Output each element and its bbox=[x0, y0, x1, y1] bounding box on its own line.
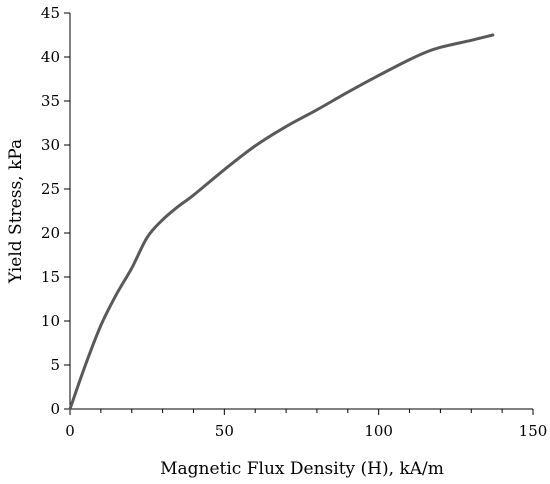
y-tick-label: 20 bbox=[41, 224, 60, 242]
y-tick-label: 35 bbox=[41, 92, 60, 110]
y-tick-label: 5 bbox=[50, 356, 60, 374]
axes bbox=[69, 13, 533, 410]
x-tick-label: 0 bbox=[65, 422, 75, 440]
y-tick-label: 10 bbox=[41, 312, 60, 330]
x-tick-label: 150 bbox=[519, 422, 548, 440]
x-ticks: 0 50 100 150 bbox=[65, 409, 547, 440]
y-tick-label: 0 bbox=[50, 400, 60, 418]
y-axis-title: Yield Stress, kPa bbox=[6, 139, 26, 284]
y-tick-label: 40 bbox=[41, 48, 60, 66]
x-axis-title: Magnetic Flux Density (H), kA/m bbox=[160, 459, 444, 479]
x-tick-label: 100 bbox=[364, 422, 393, 440]
x-tick-label: 50 bbox=[215, 422, 234, 440]
series-group bbox=[68, 33, 495, 411]
series-line bbox=[68, 33, 495, 411]
y-tick-label: 25 bbox=[41, 180, 60, 198]
y-tick-label: 45 bbox=[41, 4, 60, 22]
y-ticks: 0 5 10 15 20 25 30 35 40 45 bbox=[41, 4, 70, 418]
y-tick-label: 30 bbox=[41, 136, 60, 154]
y-tick-label: 15 bbox=[41, 268, 60, 286]
